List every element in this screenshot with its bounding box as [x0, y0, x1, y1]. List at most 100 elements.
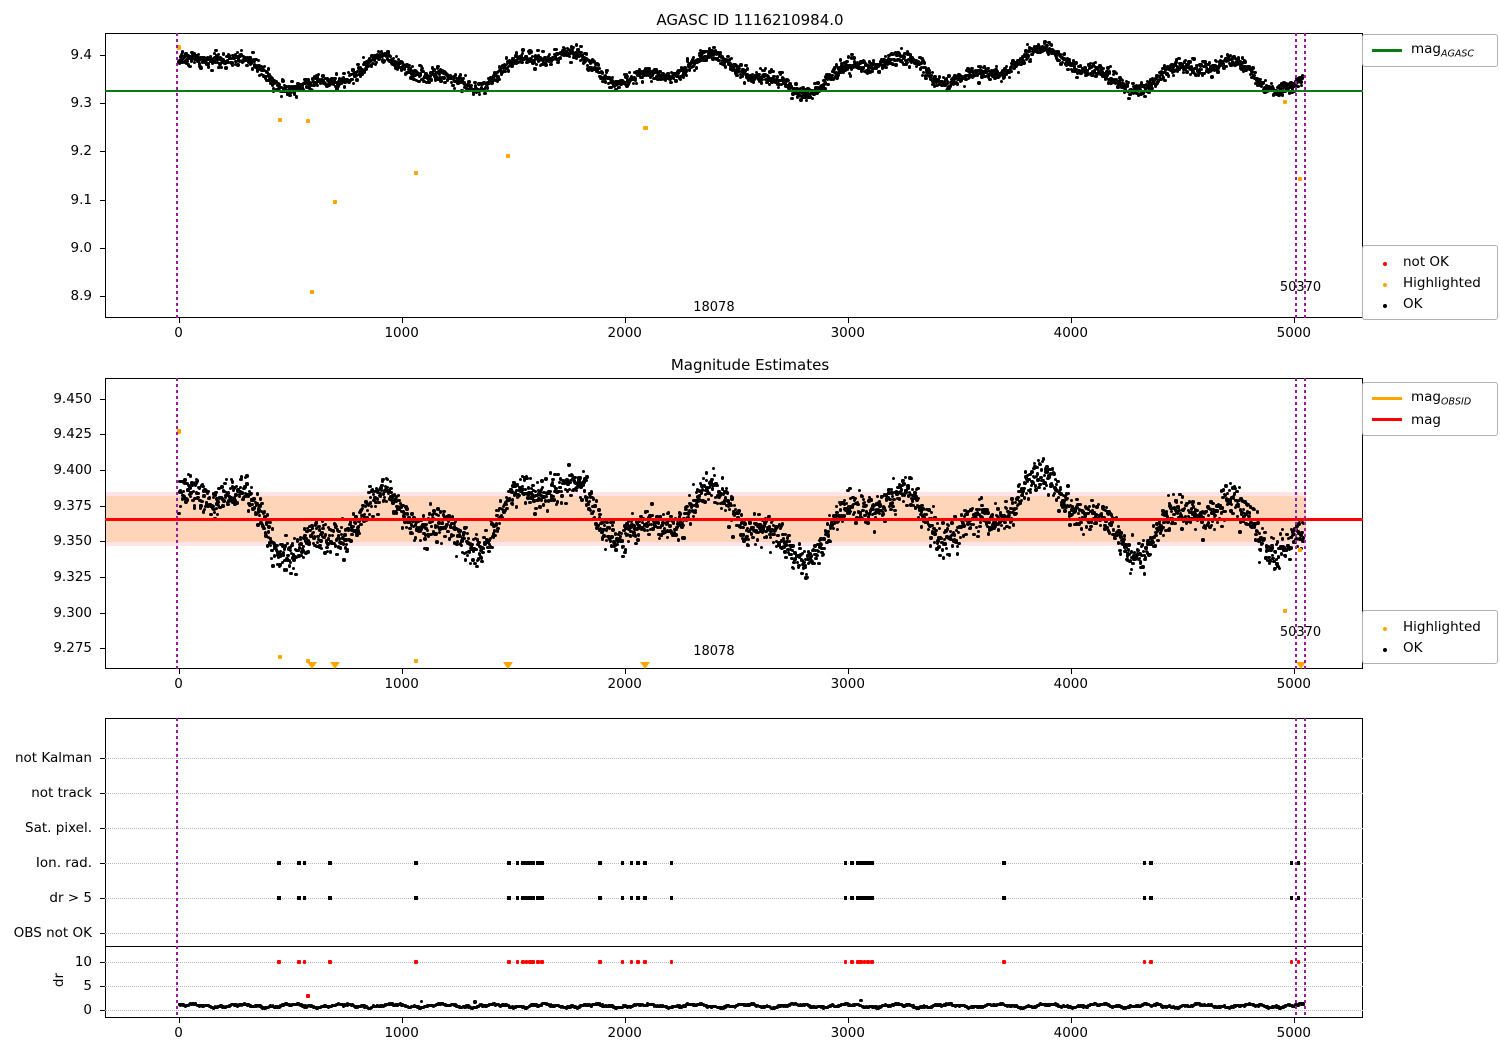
data-point-ok	[556, 60, 560, 65]
y-tick-mark	[100, 612, 105, 614]
x-tick-mark	[847, 318, 849, 323]
data-point-ok	[812, 561, 816, 566]
data-point-ok	[458, 81, 462, 85]
data-point-ok	[362, 70, 367, 74]
data-point-ok	[1022, 486, 1026, 491]
data-point-ok	[569, 493, 573, 498]
data-point-ok	[518, 57, 523, 61]
data-point-ok	[271, 83, 275, 87]
data-point-ok	[205, 56, 210, 60]
data-point-ok	[780, 70, 784, 75]
y-tick-mark	[100, 470, 105, 471]
data-point-ok	[586, 68, 591, 73]
data-point-ok	[319, 539, 323, 543]
data-point-ok	[442, 509, 446, 514]
data-point-ok	[570, 48, 574, 52]
data-point-ok	[739, 63, 743, 67]
data-point-ok	[255, 492, 260, 496]
x-tick-label: 3000	[830, 325, 865, 341]
data-point-ok	[239, 53, 243, 57]
data-point-ok	[314, 81, 318, 86]
data-point-ok	[345, 547, 350, 551]
data-point-ok	[301, 88, 305, 92]
y-tick-label: 9.450	[53, 390, 92, 407]
data-point-ok	[617, 86, 621, 90]
data-point-ok	[425, 74, 429, 78]
data-point-ok	[499, 65, 503, 70]
y-tick-label: 9.3	[70, 95, 92, 112]
data-point-ok	[1078, 502, 1082, 506]
panel1-legend-status[interactable]: not OK Highlighted OK	[1362, 245, 1498, 320]
data-point-ok	[235, 50, 240, 55]
data-point-ok	[371, 62, 375, 66]
data-point-ok	[872, 530, 877, 534]
data-point-ok	[619, 81, 624, 86]
data-point-ok	[321, 74, 325, 78]
data-point-ok	[937, 75, 941, 79]
data-point-ok	[421, 69, 425, 74]
data-point-ok	[342, 71, 346, 76]
data-point-ok	[230, 63, 235, 67]
data-point-ok	[467, 550, 472, 554]
data-point-ok	[338, 83, 342, 87]
data-point-ok	[325, 545, 329, 550]
data-point-ok	[1022, 61, 1026, 65]
data-point-ok	[516, 61, 520, 65]
data-point-ok	[710, 477, 714, 482]
data-point-highlighted	[1283, 99, 1288, 105]
data-point-ok	[1221, 488, 1226, 492]
data-point-ok	[259, 64, 263, 68]
data-point-ok	[419, 64, 424, 69]
data-point-ok	[239, 475, 244, 479]
data-point-ok	[431, 72, 436, 76]
legend-item-mag-agasc: magAGASC	[1372, 40, 1488, 61]
data-point-ok	[955, 552, 960, 556]
data-point-ok	[430, 66, 435, 70]
data-point-ok	[1173, 521, 1177, 525]
data-point-ok	[544, 477, 548, 481]
data-point-ok	[853, 496, 857, 501]
data-point-ok	[464, 525, 468, 530]
data-point-ok	[614, 87, 618, 92]
data-point-ok	[928, 544, 933, 548]
data-point-ok	[603, 73, 607, 78]
not-ok-dot-swatch	[1372, 254, 1398, 270]
data-point-ok	[510, 502, 514, 506]
data-point-ok	[574, 56, 578, 60]
data-point-ok	[494, 74, 498, 78]
data-point-ok	[400, 526, 405, 530]
data-point-ok	[256, 68, 260, 72]
y-tick-mark	[100, 103, 105, 105]
data-point-ok	[648, 71, 652, 76]
panel1-legend-mag-agasc[interactable]: magAGASC	[1362, 34, 1498, 67]
data-point-ok	[529, 50, 533, 54]
data-point-ok	[181, 489, 186, 493]
data-point-ok	[842, 514, 846, 518]
data-point-ok	[1254, 532, 1258, 536]
data-point-ok	[259, 72, 264, 76]
data-point-ok	[1163, 78, 1167, 82]
data-point-ok	[196, 491, 200, 496]
data-point-ok	[445, 78, 450, 82]
data-point-ok	[307, 78, 311, 82]
data-point-ok	[215, 57, 219, 61]
data-point-ok	[453, 73, 458, 77]
y-tick-mark	[100, 541, 105, 543]
data-point-ok	[1220, 524, 1224, 529]
data-point-ok	[449, 80, 454, 85]
data-point-ok	[274, 80, 278, 84]
data-point-ok	[972, 532, 976, 537]
data-point-ok	[620, 539, 625, 543]
data-point-ok	[221, 504, 225, 508]
data-point-ok	[487, 81, 491, 85]
data-point-ok	[555, 500, 559, 504]
data-point-ok	[206, 62, 210, 66]
data-point-ok	[192, 60, 197, 64]
data-point-ok	[1255, 510, 1260, 514]
x-tick-label: 5000	[1276, 325, 1312, 341]
data-point-ok	[405, 507, 409, 511]
data-point-ok	[391, 56, 396, 61]
data-point-ok	[214, 48, 218, 53]
legend-label-mag-agasc: magAGASC	[1411, 41, 1475, 60]
data-point-ok	[551, 477, 555, 482]
